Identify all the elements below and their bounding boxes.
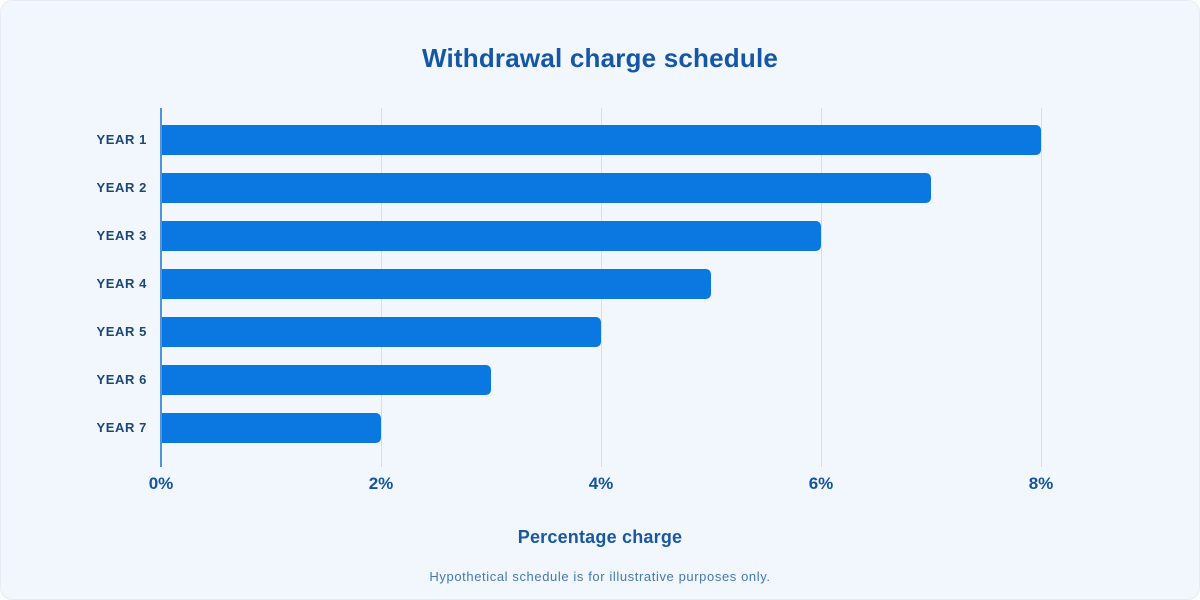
category-label-year-3: YEAR 3 xyxy=(96,228,147,243)
x-tick-label-6%: 6% xyxy=(808,474,834,493)
bar-year-3 xyxy=(162,221,821,251)
gridline-8% xyxy=(1041,108,1042,467)
bar-year-5 xyxy=(162,317,601,347)
x-axis-label: Percentage charge xyxy=(517,527,683,547)
bar-year-2 xyxy=(162,173,931,203)
category-label-year-5: YEAR 5 xyxy=(96,324,147,339)
x-tick-label-8%: 8% xyxy=(1028,474,1054,493)
bar-year-4 xyxy=(162,269,711,299)
x-tick-label-4%: 4% xyxy=(588,474,614,493)
x-tick-label-0%: 0% xyxy=(148,474,174,493)
x-tick-label-2%: 2% xyxy=(368,474,394,493)
category-label-year-7: YEAR 7 xyxy=(96,420,147,435)
footnote: Hypothetical schedule is for illustrativ… xyxy=(429,569,771,584)
category-label-year-6: YEAR 6 xyxy=(96,372,147,387)
category-label-year-1: YEAR 1 xyxy=(96,132,147,147)
y-axis-line xyxy=(160,108,162,467)
chart-title: Withdrawal charge schedule xyxy=(421,43,779,73)
bar-year-6 xyxy=(162,365,491,395)
gridline-6% xyxy=(821,108,822,467)
category-label-year-2: YEAR 2 xyxy=(96,180,147,195)
category-label-year-4: YEAR 4 xyxy=(96,276,147,291)
bar-year-7 xyxy=(162,413,381,443)
bar-year-1 xyxy=(162,125,1041,155)
